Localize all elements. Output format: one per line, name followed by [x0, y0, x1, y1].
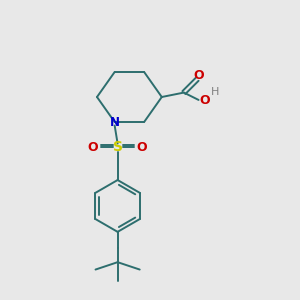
- Text: O: O: [193, 69, 204, 82]
- Text: O: O: [199, 94, 210, 107]
- Text: O: O: [88, 141, 98, 154]
- Text: H: H: [211, 87, 219, 97]
- Text: O: O: [137, 141, 147, 154]
- Text: N: N: [110, 116, 120, 128]
- Text: S: S: [112, 140, 123, 154]
